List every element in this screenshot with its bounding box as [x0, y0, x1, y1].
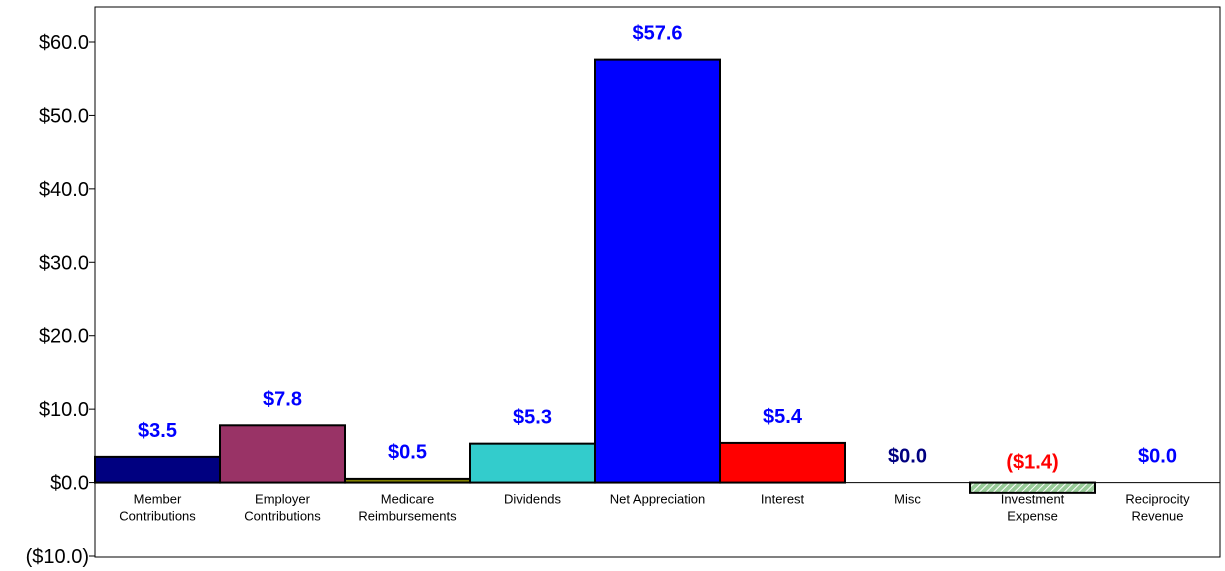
category-label: Revenue: [1131, 509, 1183, 524]
y-tick-label: $40.0: [39, 179, 89, 201]
data-label: $0.5: [388, 442, 427, 464]
category-label: Reciprocity: [1125, 492, 1190, 507]
data-label: $3.5: [138, 420, 177, 442]
category-label: Contributions: [244, 509, 321, 524]
bar: [219, 424, 346, 484]
data-label: $0.0: [888, 446, 927, 468]
bar: [719, 441, 846, 484]
y-axis: ($10.0) $0.0 $10.0 $20.0 $30.0 $40.0 $50.0 $60.…: [26, 32, 95, 568]
category-label: Member: [134, 492, 182, 507]
category-label: Interest: [761, 492, 805, 507]
category-labels: Member Contributions Employer Contributions…: [119, 492, 1190, 524]
bar: [344, 477, 471, 484]
category-label: Reimbursements: [358, 509, 457, 524]
bar: [94, 455, 221, 484]
category-label: Net Appreciation: [610, 492, 705, 507]
category-label: Employer: [255, 492, 311, 507]
bar: [594, 58, 721, 484]
y-tick-label: ($10.0): [26, 546, 89, 568]
data-label: $7.8: [263, 388, 302, 410]
y-tick-label: $50.0: [39, 105, 89, 127]
data-label: $57.6: [632, 23, 682, 45]
data-label: $0.0: [1138, 446, 1177, 468]
category-label: Expense: [1007, 509, 1058, 524]
data-label: $5.4: [763, 406, 803, 428]
category-label: Dividends: [504, 492, 562, 507]
y-tick-label: $60.0: [39, 32, 89, 54]
bar: [469, 442, 596, 484]
data-label: $5.3: [513, 407, 552, 429]
category-label: Investment: [1001, 492, 1065, 507]
category-label: Contributions: [119, 509, 196, 524]
y-tick-label: $0.0: [50, 473, 89, 495]
data-labels: $3.5 $7.8 $0.5 $5.3 $57.6 $5.4 $0.0 ($1.4) $0.0: [138, 23, 1177, 474]
y-tick-label: $20.0: [39, 326, 89, 348]
data-label: ($1.4): [1006, 452, 1058, 474]
category-label: Medicare: [381, 492, 434, 507]
y-tick-label: $30.0: [39, 252, 89, 274]
bars: [94, 58, 1096, 494]
category-label: Misc: [894, 492, 921, 507]
y-tick-label: $10.0: [39, 399, 89, 421]
